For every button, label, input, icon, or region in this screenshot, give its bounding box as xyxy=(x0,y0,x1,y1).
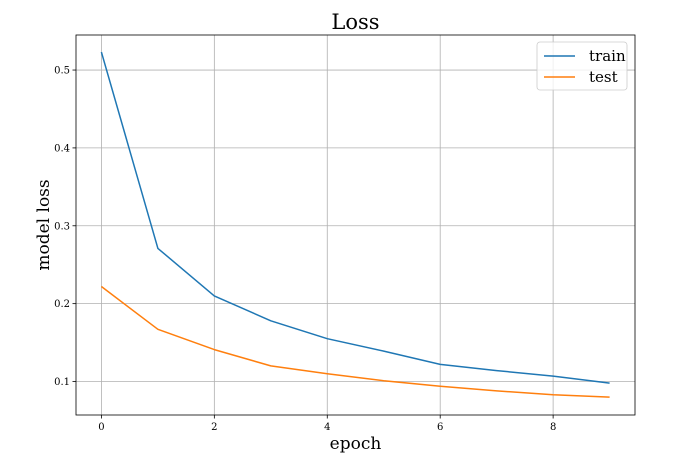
plot-frame xyxy=(75,34,636,416)
y-tick-label: 0.5 xyxy=(54,66,70,77)
legend-label-train: train xyxy=(589,47,626,65)
legend-label-test: test xyxy=(589,68,618,86)
axis-ticks: 0 2 4 6 8 0.1 0.2 0.3 0.4 0.5 xyxy=(54,66,556,433)
y-tick-label: 0.4 xyxy=(54,143,70,154)
x-axis-label: epoch xyxy=(330,434,382,454)
y-tick-label: 0.2 xyxy=(54,299,70,310)
x-tick-label: 6 xyxy=(437,422,443,433)
legend: train test xyxy=(536,41,628,91)
x-tick-label: 8 xyxy=(550,422,556,433)
x-tick-label: 2 xyxy=(211,422,217,433)
series-line-test xyxy=(100,285,610,398)
chart-title: Loss xyxy=(331,10,379,34)
x-tick-label: 4 xyxy=(324,422,330,433)
y-tick-label: 0.1 xyxy=(54,377,70,388)
x-tick-label: 0 xyxy=(98,422,104,433)
series-line-train xyxy=(100,51,610,384)
legend-box xyxy=(536,41,628,91)
series-lines xyxy=(100,51,610,398)
y-axis-label: model loss xyxy=(34,179,54,270)
y-tick-label: 0.3 xyxy=(54,221,70,232)
